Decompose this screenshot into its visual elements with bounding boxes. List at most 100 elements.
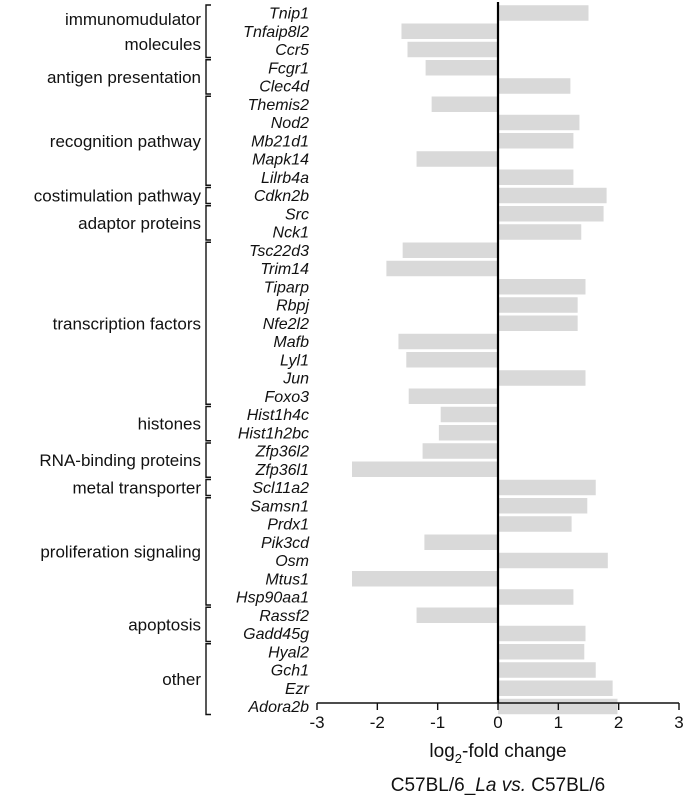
bar-jun [498,370,586,386]
gene-label-osm: Osm [275,553,309,570]
gene-label-nod2: Nod2 [271,115,309,132]
gene-label-zfp36l1: Zfp36l1 [255,462,309,479]
bar-hsp90aa1 [498,589,574,605]
bar-src [498,206,604,222]
bar-nod2 [498,114,580,131]
gene-label-mapk14: Mapk14 [252,152,309,169]
x-axis-label-line1: log2-fold change [429,741,566,766]
gene-label-gch1: Gch1 [271,663,309,680]
group-label: other [162,670,201,689]
bar-gch1 [498,662,596,678]
bar-nfe2l2 [498,315,578,331]
group-bracket-1 [205,59,211,95]
group-label: recognition pathway [50,132,202,151]
bar-pik3cd [424,534,498,550]
gene-label-hyal2: Hyal2 [268,644,309,661]
bar-tnip1 [498,5,589,21]
gene-label-nfe2l2: Nfe2l2 [263,316,309,333]
group-bracket-0 [205,4,211,59]
bar-themis2 [431,96,498,112]
gene-label-mafb: Mafb [273,334,309,351]
gene-label-tnfaip8l2: Tnfaip8l2 [243,24,309,41]
bar-mb21d1 [498,133,574,149]
gene-label-rbpj: Rbpj [276,298,309,315]
bar-hyal2 [498,644,585,660]
bar-rassf2 [416,607,498,623]
group-label: apoptosis [128,615,201,634]
group-label: proliferation signaling [40,542,201,561]
x-tick-label: 3 [674,713,683,732]
group-bracket-9 [205,497,211,606]
x-tick-label: -3 [309,713,324,732]
group-label: histones [138,415,201,434]
bar-zfp36l2 [422,443,498,459]
group-label: adaptor proteins [78,214,201,233]
gene-label-foxo3: Foxo3 [265,389,310,406]
gene-label-mb21d1: Mb21d1 [251,133,309,150]
bar-mtus1 [351,571,498,587]
bars [351,5,618,715]
bar-foxo3 [408,388,498,404]
gene-label-pik3cd: Pik3cd [261,535,310,552]
gene-label-hist1h4c: Hist1h4c [247,407,309,424]
gene-label-clec4d: Clec4d [259,79,310,96]
gene-label-adora2b: Adora2b [248,699,310,716]
group-bracket-4 [205,205,211,241]
gene-label-samsn1: Samsn1 [250,498,309,515]
gene-label-rassf2: Rassf2 [259,608,309,625]
bar-fcgr1 [425,60,498,76]
group-label: antigen presentation [47,68,201,87]
gene-label-fcgr1: Fcgr1 [268,60,309,77]
gene-label-ezr: Ezr [285,681,310,698]
bar-trim14 [386,260,498,277]
gene-label-lyl1: Lyl1 [280,352,309,369]
bar-hist1h4c [440,406,498,423]
bar-mapk14 [416,151,498,167]
group-label: transcription factors [53,314,201,333]
bar-samsn1 [498,498,588,514]
group-bracket-6 [205,405,211,442]
group-brackets: immunomudulator molecules antigen presenta… [34,4,211,716]
group-bracket-3 [205,186,211,205]
group-label: costimulation pathway [34,187,202,206]
bar-hist1h2bc [438,425,498,441]
group-bracket-2 [205,95,211,186]
bar-zfp36l1 [351,461,498,477]
x-axis: -3 -2 -1 0 1 2 3 [309,2,684,732]
gene-label-trim14: Trim14 [260,261,309,278]
gene-label-zfp36l2: Zfp36l2 [255,444,309,461]
gene-label-hsp90aa1: Hsp90aa1 [236,590,309,607]
gene-label-themis2: Themis2 [248,97,309,114]
x-axis-label-line2: C57BL/6_La vs. C57BL/6 [391,775,605,796]
group-label: RNA-binding proteins [39,451,201,470]
bar-prdx1 [498,516,572,532]
group-bracket-7 [205,442,211,478]
gene-label-ccr5: Ccr5 [275,42,309,59]
gene-label-tnip1: Tnip1 [269,6,309,23]
x-tick-label: 1 [554,713,563,732]
bar-tnfaip8l2 [401,23,498,39]
group-label: molecules [124,35,201,54]
group-bracket-8 [205,478,211,497]
gene-label-hist1h2bc: Hist1h2bc [238,425,309,442]
bar-lyl1 [406,352,498,368]
gene-label-prdx1: Prdx1 [267,517,309,534]
gene-label-tsc22d3: Tsc22d3 [249,243,309,260]
x-tick-label: -1 [430,713,445,732]
gene-label-mtus1: Mtus1 [265,571,309,588]
gene-label-gadd45g: Gadd45g [243,626,309,643]
group-bracket-11 [205,643,211,716]
x-tick-label: -2 [370,713,385,732]
bar-nck1 [498,224,582,240]
bar-ccr5 [407,41,498,58]
bar-lilrb4a [498,169,574,185]
gene-label-scl11a2: Scl11a2 [252,480,309,497]
bar-ezr [498,680,613,696]
group-bracket-10 [205,606,211,643]
bar-gadd45g [498,625,586,642]
gene-label-src: Src [285,206,309,223]
group-bracket-5 [205,241,211,405]
bar-osm [498,552,608,569]
x-tick-label: 2 [614,713,623,732]
